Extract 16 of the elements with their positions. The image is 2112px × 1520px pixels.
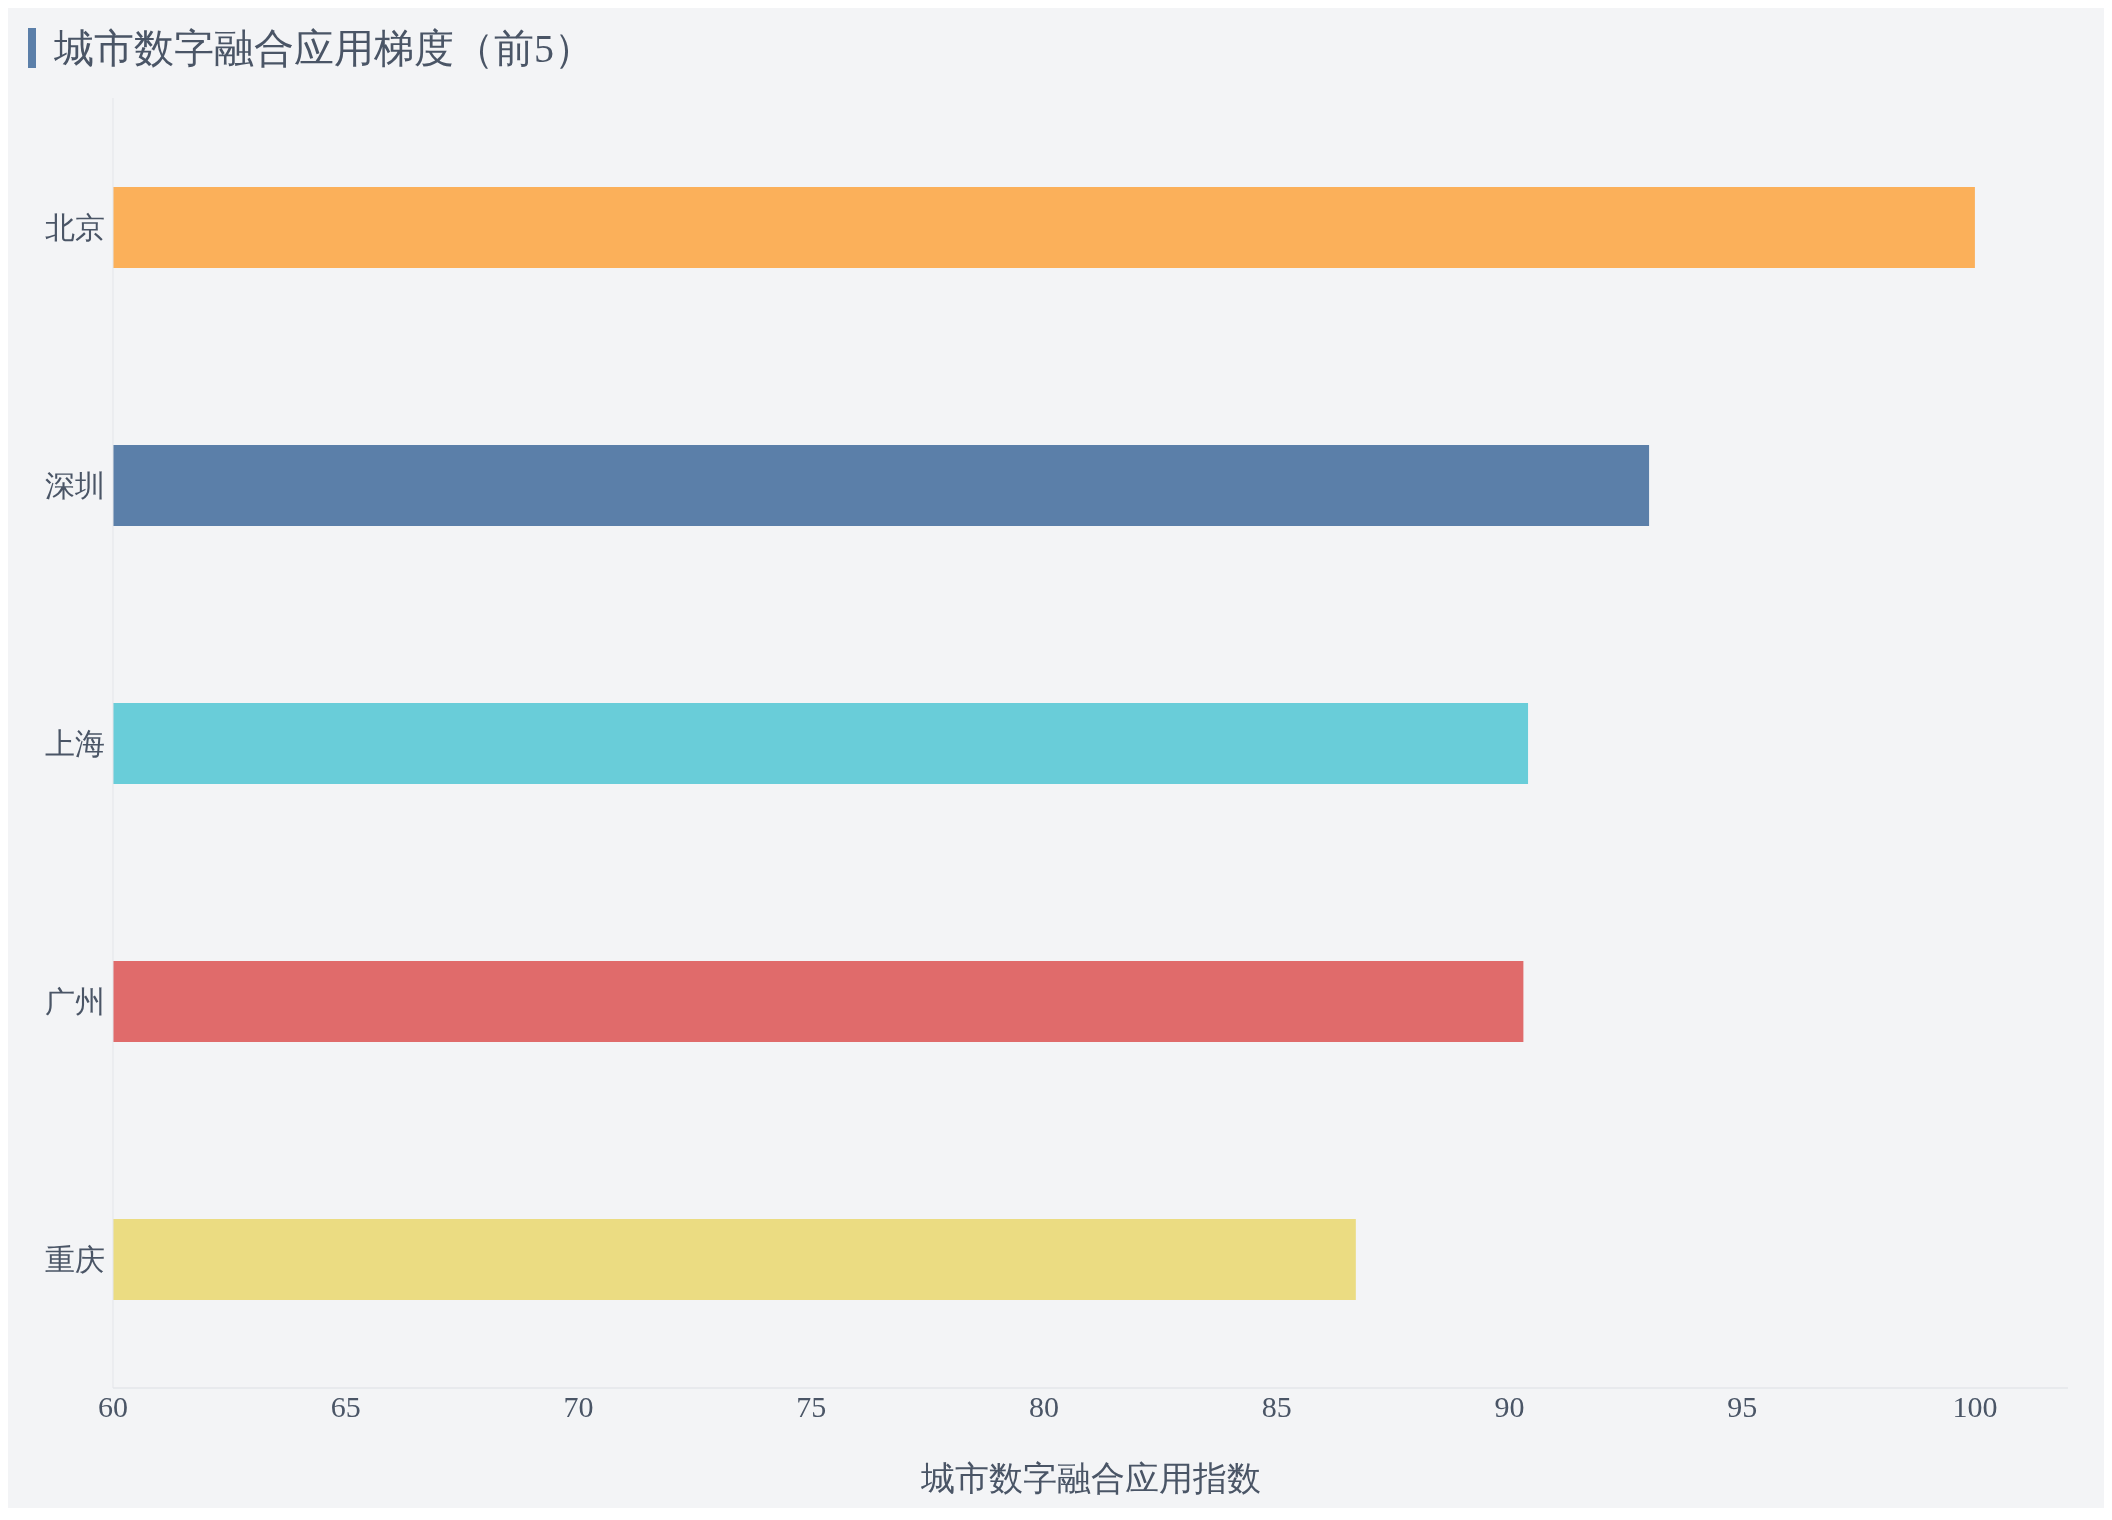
x-tick-label: 60 xyxy=(98,1390,128,1424)
x-tick-label: 95 xyxy=(1727,1390,1758,1424)
chart-title: 城市数字融合应用梯度（前5） xyxy=(54,24,594,73)
x-tick-label: 65 xyxy=(330,1390,361,1424)
y-tick-label: 重庆 xyxy=(45,1242,105,1276)
x-tick-label: 85 xyxy=(1261,1390,1292,1424)
x-tick-label: 70 xyxy=(563,1390,594,1424)
y-tick-label: 广州 xyxy=(45,984,105,1018)
y-tick-label: 深圳 xyxy=(45,468,105,502)
x-tick-label: 80 xyxy=(1028,1390,1059,1424)
x-tick-label: 100 xyxy=(1952,1390,1998,1424)
x-axis-title: 城市数字融合应用指数 xyxy=(919,1460,1261,1497)
x-tick-label: 75 xyxy=(796,1390,827,1424)
x-tick-label: 90 xyxy=(1494,1390,1525,1424)
y-tick-label: 上海 xyxy=(45,726,105,760)
y-tick-label: 北京 xyxy=(45,210,105,244)
